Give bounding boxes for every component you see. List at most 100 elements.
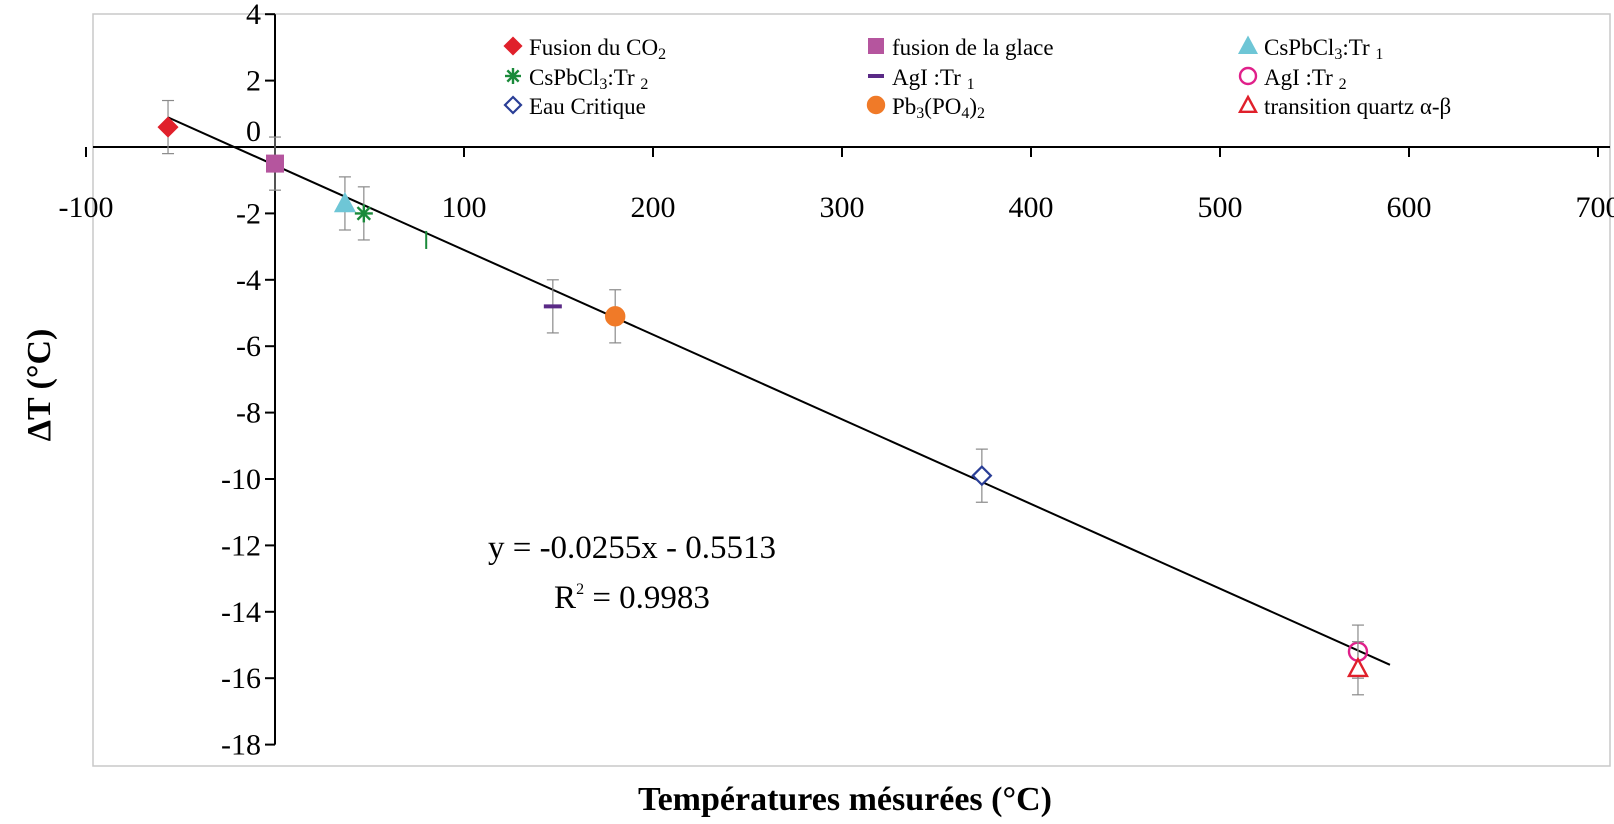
x-tick-label: -100: [59, 191, 114, 224]
x-tick-label: 600: [1387, 191, 1432, 224]
legend-label: fusion de la glace: [892, 35, 1054, 60]
legend-marker: [1238, 66, 1258, 86]
data-point: [1346, 656, 1369, 678]
asterisk-stroke: [356, 206, 372, 221]
x-tick-label: 500: [1198, 191, 1243, 224]
diamond-shape: [971, 465, 993, 487]
diamond-shape: [157, 116, 179, 138]
data-points: [157, 99, 1369, 696]
data-point: [333, 191, 356, 213]
y-tick-label: 2: [246, 65, 261, 98]
legend-item: Fusion du CO2: [503, 35, 666, 63]
legend-label: CsPbCl3:Tr 2: [529, 65, 648, 93]
x-tick-label: 100: [442, 191, 487, 224]
y-ticks: 4 2 0 -2 -4 -6 -8 -10 -12 -14 -16 -18: [221, 0, 275, 762]
legend-label: AgI :Tr 1: [892, 65, 975, 93]
legend-item: CsPbCl3:Tr 2: [505, 65, 648, 93]
y-tick-label: 4: [246, 0, 261, 31]
data-point: [354, 204, 373, 223]
legend-label-part: CsPbCl: [529, 65, 599, 90]
legend: Fusion du CO2 fusion de la glace CsPbCl3:T…: [503, 35, 1451, 122]
legend-label-part: 3: [1334, 46, 1342, 63]
data-point: [605, 306, 626, 327]
legend-label-part: AgI :Tr: [1264, 65, 1339, 90]
legend-marker: [505, 68, 521, 84]
square-shape: [266, 154, 284, 173]
legend-label-part: transition quartz α-β: [1264, 94, 1451, 119]
legend-item: Pb3(PO4)2: [866, 94, 985, 122]
y-tick-label: -6: [236, 330, 261, 363]
trendline: [167, 116, 1391, 666]
y-tick-label: -2: [236, 197, 261, 230]
legend-label-part: Fusion du CO: [529, 35, 658, 60]
legend-item: Eau Critique: [503, 94, 646, 119]
legend-label-part: (PO: [924, 94, 961, 119]
legend-label-part: 2: [977, 105, 985, 122]
asterisk-stroke: [506, 69, 520, 83]
y-tick-label: -4: [236, 264, 261, 297]
legend-label-part: CsPbCl: [1264, 35, 1334, 60]
y-tick-label: -16: [221, 662, 261, 695]
circle-shape: [605, 306, 626, 327]
y-tick-label: -8: [236, 397, 261, 430]
data-point: [266, 154, 284, 173]
legend-label: Eau Critique: [529, 94, 646, 119]
triangle-shape: [333, 191, 356, 213]
x-tick-label: 300: [820, 191, 865, 224]
legend-label-part: 3: [916, 105, 924, 122]
triangle-shape: [1237, 94, 1259, 114]
legend-marker: [503, 95, 523, 115]
legend-item: fusion de la glace: [868, 35, 1054, 60]
legend-label: AgI :Tr 2: [1264, 65, 1347, 93]
legend-item: transition quartz α-β: [1237, 94, 1451, 119]
x-tick-label: 700: [1576, 191, 1614, 224]
diamond-shape: [503, 95, 523, 115]
legend-label-part: :Tr: [607, 65, 640, 90]
x-tick-label: 200: [631, 191, 676, 224]
legend-label-part: 3: [599, 76, 607, 93]
legend-label-part: ): [969, 94, 977, 119]
legend-marker: [503, 36, 523, 56]
circle-shape: [1238, 66, 1258, 86]
circle-shape: [866, 95, 886, 115]
triangle-shape: [1346, 656, 1369, 678]
data-point: [971, 465, 993, 487]
y-tick-label: -10: [221, 463, 261, 496]
legend-item: CsPbCl3:Tr 1: [1237, 35, 1383, 63]
legend-label-part: 2: [1339, 76, 1347, 93]
diamond-shape: [503, 36, 523, 56]
legend-label-part: 1: [1375, 46, 1383, 63]
legend-marker: [1237, 35, 1259, 54]
plot-frame: [92, 13, 1611, 767]
data-point: [157, 116, 179, 138]
y-tick-label: -18: [221, 729, 261, 762]
legend-label-part: 1: [967, 76, 975, 93]
x-ticks: -100 100 200 300 400 500 600 700: [59, 147, 1614, 224]
legend-label-part: AgI :Tr: [892, 65, 967, 90]
legend-label: Fusion du CO2: [529, 35, 666, 63]
legend-item: AgI :Tr 2: [1238, 65, 1347, 93]
legend-label: Pb3(PO4)2: [892, 94, 985, 122]
r-squared: R2 = 0.9983: [554, 580, 710, 616]
square-shape: [868, 38, 884, 54]
legend-label-part: Eau Critique: [529, 94, 646, 119]
legend-label-part: 2: [658, 46, 666, 63]
legend-label-part: :Tr: [1342, 35, 1375, 60]
legend-marker: [868, 38, 884, 54]
y-tick-label: 0: [246, 115, 261, 148]
y-tick-label: -14: [221, 596, 261, 629]
legend-label-part: Pb: [892, 94, 916, 119]
legend-item: AgI :Tr 1: [868, 65, 975, 93]
legend-label-part: 2: [640, 76, 648, 93]
legend-label-part: 4: [961, 105, 969, 122]
x-axis-title: Températures mésurées (°C): [638, 781, 1052, 818]
legend-label: transition quartz α-β: [1264, 94, 1451, 119]
trend-equation: y = -0.0255x - 0.5513: [488, 530, 776, 566]
legend-label: CsPbCl3:Tr 1: [1264, 35, 1383, 63]
y-axis-title: ΔT (°C): [21, 329, 58, 442]
triangle-shape: [1237, 35, 1259, 54]
legend-label-part: fusion de la glace: [892, 35, 1054, 60]
y-tick-label: -12: [221, 529, 261, 562]
legend-marker: [866, 95, 886, 115]
